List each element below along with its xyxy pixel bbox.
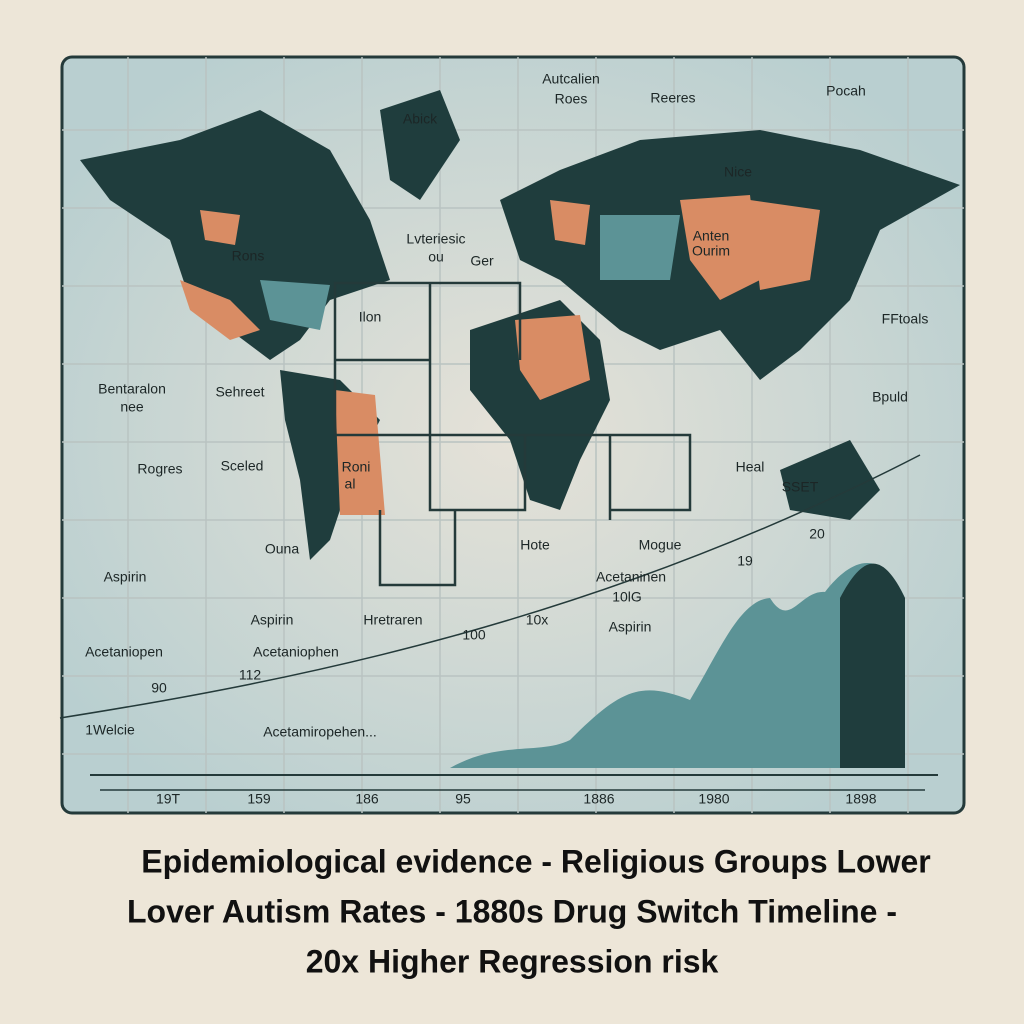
map-label: Abick bbox=[403, 111, 438, 127]
map-label: Ilon bbox=[359, 309, 382, 325]
area-curve bbox=[450, 563, 905, 768]
caption-line: 20x Higher Regression risk bbox=[306, 943, 719, 979]
map-label: 100 bbox=[462, 627, 486, 643]
map-label: Autcalien bbox=[542, 71, 600, 87]
map-label: Roni bbox=[342, 459, 371, 475]
map-label: Aspirin bbox=[104, 569, 147, 585]
map-label: Acetamiropehen... bbox=[263, 724, 377, 740]
map-label: Heal bbox=[736, 459, 765, 475]
map-label: Ger bbox=[470, 253, 494, 269]
puzzle-outlines bbox=[333, 281, 692, 587]
map-label: Ourim bbox=[692, 243, 730, 259]
map-label: 10lG bbox=[612, 589, 642, 605]
map-label: Nice bbox=[724, 164, 752, 180]
trend-line bbox=[59, 454, 921, 719]
map-label: Rogres bbox=[137, 461, 182, 477]
timeline-label: 95 bbox=[455, 791, 471, 807]
map-label: Acetaniophen bbox=[253, 644, 339, 660]
map-label: Roes bbox=[555, 91, 588, 107]
map-label: FFtoals bbox=[882, 311, 929, 327]
map-label: Bpuld bbox=[872, 389, 908, 405]
map-label: SSET bbox=[782, 479, 819, 495]
map-label: Anten bbox=[693, 228, 730, 244]
map-label: 1Welcie bbox=[85, 722, 135, 738]
map-label: Ouna bbox=[265, 541, 299, 557]
timeline-label: 1886 bbox=[583, 791, 614, 807]
caption-line: Lover Autism Rates - 1880s Drug Switch T… bbox=[127, 893, 897, 929]
map-label: Acetaninen bbox=[596, 569, 666, 585]
timeline-label: 1898 bbox=[845, 791, 876, 807]
highlight-regions bbox=[180, 195, 820, 515]
map-label: 19 bbox=[737, 553, 753, 569]
map-label: Pocah bbox=[826, 83, 866, 99]
map-label: Hote bbox=[520, 537, 550, 553]
map-label: Sehreet bbox=[215, 384, 264, 400]
map-label: Mogue bbox=[639, 537, 682, 553]
map-label: al bbox=[345, 476, 356, 492]
map-label: Rons bbox=[232, 248, 265, 264]
map-label: Bentaralon bbox=[98, 381, 166, 397]
map-label: ou bbox=[428, 249, 444, 265]
map-label: Aspirin bbox=[609, 619, 652, 635]
map-label: Hretraren bbox=[363, 612, 422, 628]
timeline-label: 1980 bbox=[698, 791, 729, 807]
area-highlight bbox=[840, 563, 905, 768]
timeline-label: 19T bbox=[156, 791, 181, 807]
map-label: Lvteriesic bbox=[406, 231, 465, 247]
map-label: 10x bbox=[526, 612, 549, 628]
map-label: 20 bbox=[809, 526, 825, 542]
map-label: 90 bbox=[151, 680, 167, 696]
timeline-label: 159 bbox=[247, 791, 271, 807]
map-label: Sceled bbox=[221, 458, 264, 474]
map-label: 112 bbox=[239, 667, 262, 683]
map-label: Reeres bbox=[650, 90, 695, 106]
timeline-label: 186 bbox=[355, 791, 379, 807]
caption-line: Epidemiological evidence - Religious Gro… bbox=[141, 843, 930, 879]
map-label: Aspirin bbox=[251, 612, 294, 628]
map-label: Acetaniopen bbox=[85, 644, 163, 660]
map-label: nee bbox=[120, 399, 144, 415]
